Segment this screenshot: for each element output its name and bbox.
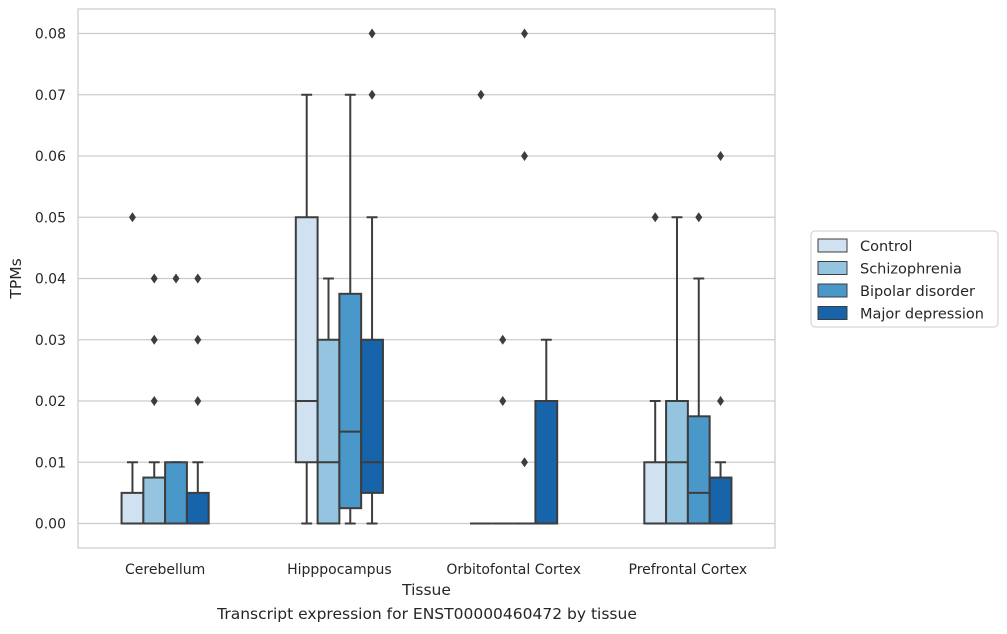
box-schizophrenia — [316, 277, 341, 525]
outlier-point — [477, 89, 485, 100]
box-control — [643, 212, 668, 525]
legend-item: Schizophrenia — [817, 261, 962, 278]
legend-swatch — [817, 306, 848, 320]
y-tick-label: 0.02 — [35, 394, 66, 410]
iqr-box — [164, 461, 188, 525]
legend-label: Control — [860, 239, 912, 255]
outlier-point — [717, 396, 725, 406]
legend: Control Schizophrenia Bipolar disorder Majo… — [810, 230, 999, 328]
box-bipolar-disorder — [338, 93, 363, 525]
box-bipolar-disorder — [164, 273, 188, 525]
y-tick-label: 0.04 — [35, 272, 66, 288]
box-bipolar-disorder — [513, 28, 536, 525]
outlier-point — [499, 396, 507, 406]
outlier-point — [521, 151, 529, 161]
outlier-point — [695, 212, 703, 223]
box-major-depression — [185, 273, 210, 525]
legend-frame — [810, 230, 999, 328]
x-tick-labels: Cerebellum Hipppocampus Orbitofontal Corte… — [125, 562, 747, 578]
iqr-box — [338, 292, 363, 510]
iqr-box — [360, 338, 384, 494]
iqr-box — [643, 461, 668, 525]
outlier-point — [194, 396, 202, 406]
x-tick-label: Prefrontal Cortex — [629, 562, 748, 578]
outlier-point — [150, 273, 158, 284]
y-tick-labels: 0.00 0.01 0.02 0.03 0.04 0.05 0.06 0.07 0.08 — [35, 27, 66, 533]
legend-item: Control — [817, 238, 912, 255]
legend-label: Schizophrenia — [860, 262, 962, 278]
outlier-point — [194, 334, 202, 345]
x-tick-label: Cerebellum — [125, 562, 205, 578]
legend-swatch — [817, 283, 848, 298]
y-tick-label: 0.08 — [35, 27, 66, 43]
outlier-point — [651, 212, 659, 223]
outlier-point — [717, 151, 725, 161]
x-axis-title: Tissue — [401, 581, 451, 599]
box-control — [120, 212, 145, 525]
iqr-box — [120, 491, 145, 525]
outlier-point — [521, 457, 529, 468]
iqr-box — [686, 415, 711, 525]
legend-item: Major depression — [817, 306, 984, 323]
y-tick-label: 0.03 — [35, 333, 66, 349]
iqr-box — [708, 476, 733, 525]
iqr-box — [534, 400, 559, 525]
y-tick-label: 0.01 — [35, 455, 66, 471]
x-tick-label: Hipppocampus — [287, 562, 392, 578]
outlier-point — [194, 273, 202, 284]
outlier-point — [128, 212, 136, 223]
box-control — [294, 93, 319, 525]
box-major-depression — [534, 338, 559, 525]
legend-item: Bipolar disorder — [817, 283, 975, 300]
chart-caption: Transcript expression for ENST0000046047… — [217, 605, 637, 623]
iqr-box — [316, 338, 341, 525]
box-schizophrenia — [665, 216, 689, 525]
y-tick-label: 0.06 — [35, 149, 66, 165]
legend-swatch — [817, 261, 848, 275]
iqr-box — [294, 216, 319, 464]
outlier-point — [368, 89, 376, 100]
box-plot-series — [120, 28, 733, 525]
iqr-box — [142, 476, 167, 525]
plot-frame — [77, 8, 776, 549]
box-major-depression — [360, 28, 384, 525]
box-bipolar-disorder — [686, 212, 711, 525]
outlier-point — [521, 28, 529, 39]
outlier-point — [368, 28, 376, 39]
outlier-point — [150, 396, 158, 406]
outlier-point — [172, 273, 180, 284]
y-axis-title: TPMs — [7, 258, 25, 299]
box-schizophrenia — [491, 334, 514, 525]
y-tick-label: 0.05 — [35, 210, 66, 226]
outlier-point — [499, 334, 507, 345]
legend-swatch — [817, 238, 848, 253]
x-tick-label: Orbitofontal Cortex — [446, 562, 581, 578]
box-major-depression — [708, 151, 733, 525]
iqr-box — [185, 491, 210, 525]
y-tick-label: 0.07 — [35, 88, 66, 104]
box-schizophrenia — [142, 273, 167, 525]
y-tick-label: 0.00 — [35, 517, 66, 533]
outlier-point — [150, 334, 158, 345]
legend-label: Major depression — [860, 307, 984, 323]
box-control — [470, 89, 492, 525]
legend-label: Bipolar disorder — [860, 284, 975, 300]
